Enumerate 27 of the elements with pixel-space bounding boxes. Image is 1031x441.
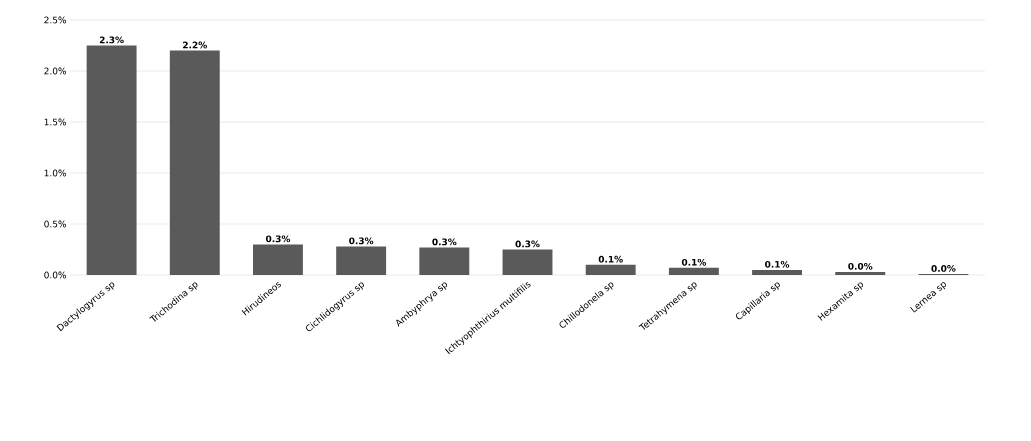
y-tick-label: 1.0% xyxy=(44,169,66,177)
bar xyxy=(336,246,387,275)
data-label: 0.1% xyxy=(681,258,707,266)
y-tick-label: 0.5% xyxy=(44,220,66,228)
y-tick-label: 2.0% xyxy=(44,67,66,75)
data-label: 0.3% xyxy=(432,238,457,246)
y-tick-label: 2.5% xyxy=(44,16,66,24)
y-tick-label: 0.0% xyxy=(44,271,66,279)
bar xyxy=(752,269,803,275)
data-label: 0.1% xyxy=(765,260,790,268)
data-label: 2.2% xyxy=(183,41,207,49)
data-label: 2.3% xyxy=(99,36,124,44)
data-label: 0.3% xyxy=(349,237,374,245)
bar xyxy=(86,45,137,275)
data-label: 0.3% xyxy=(265,235,291,243)
bar xyxy=(169,50,220,275)
data-label: 0.3% xyxy=(515,240,540,248)
data-label: 0.0% xyxy=(931,265,956,272)
bar xyxy=(585,264,636,275)
bar xyxy=(419,247,470,275)
bar xyxy=(253,244,303,275)
bar xyxy=(502,249,553,275)
bar xyxy=(835,271,886,275)
bar xyxy=(668,267,719,275)
data-label: 0.1% xyxy=(598,255,623,263)
y-tick-label: 1.5% xyxy=(44,118,66,126)
data-label: 0.0% xyxy=(848,262,873,270)
